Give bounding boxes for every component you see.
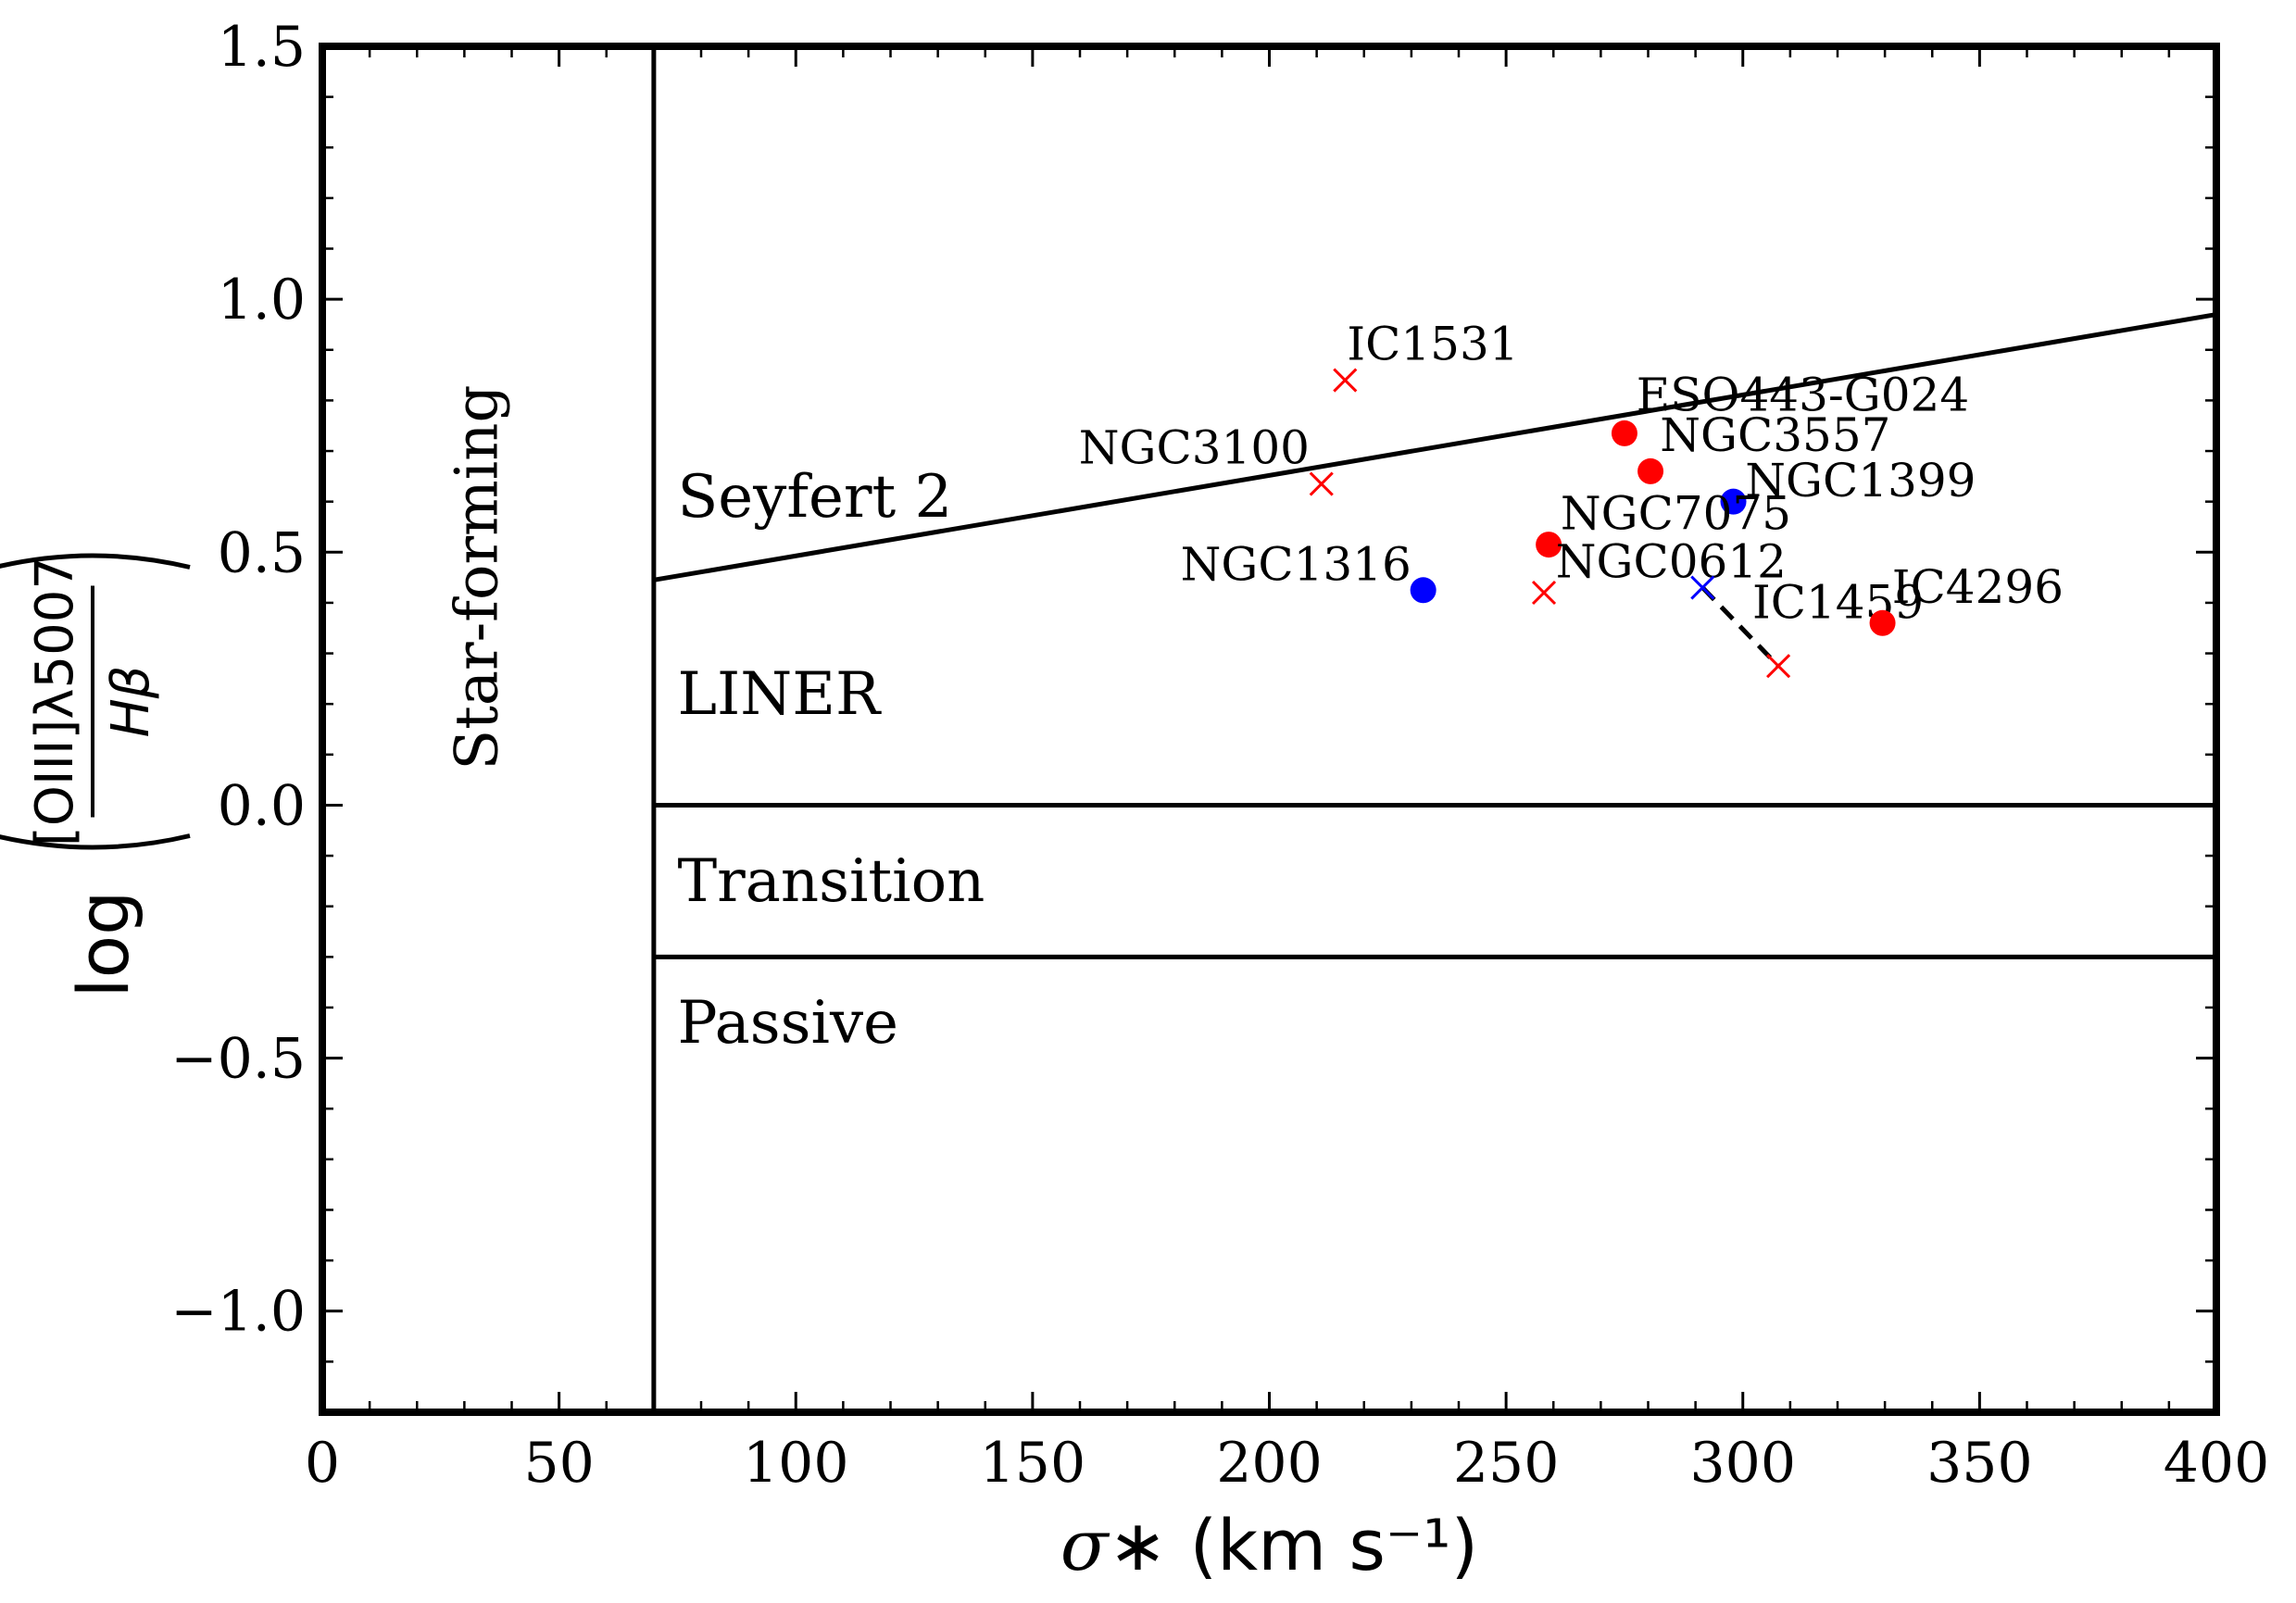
point-label: IC1531 (1347, 318, 1518, 371)
region-labels: Star-forming Seyfert 2 LINER Transition Pass… (444, 385, 985, 1058)
boundary-seyfert-liner (653, 312, 2217, 582)
tick-labels: 0 50 100 150 200 250 300 350 400 −1.0 −0.5 0.0 0.5 1.… (170, 15, 2269, 1496)
point-cross (1309, 471, 1334, 496)
x-tick-label: 50 (523, 1431, 594, 1496)
point-circle (1720, 488, 1747, 515)
x-axis-title: σ∗ (km s⁻¹) (1060, 1504, 1478, 1586)
y-tick-label: −1.0 (170, 1280, 306, 1345)
y-tick-label: −0.5 (170, 1027, 306, 1092)
y-axis-paren-left (0, 833, 191, 850)
point-cross (1766, 654, 1791, 679)
point-label: NGC1316 (1181, 537, 1411, 591)
point-label: NGC3557 (1660, 408, 1890, 462)
x-tick-label: 250 (1453, 1431, 1560, 1496)
point-label: NGC0612 (1556, 535, 1787, 589)
point-circle (1637, 457, 1664, 484)
y-axis-denominator: Hβ (101, 666, 161, 738)
x-tick-label: 0 (305, 1431, 340, 1496)
x-tick-label: 150 (980, 1431, 1086, 1496)
point-label: NGC1399 (1745, 454, 1976, 507)
boundary-lines (651, 46, 2217, 1412)
y-tick-label: 0.5 (218, 520, 306, 585)
y-tick-label: 1.0 (218, 268, 306, 332)
x-tick-label: 200 (1216, 1431, 1323, 1496)
ic1459-connector (1700, 585, 1780, 668)
data-points: IC1531NGC3100ESO443-G024NGC3557NGC1399NG… (1079, 318, 2064, 679)
point-circle (1611, 420, 1637, 446)
y-axis-log: log (62, 891, 144, 998)
point-label: NGC3100 (1079, 421, 1310, 475)
point-label: NGC7075 (1561, 487, 1791, 541)
point-cross (1690, 575, 1715, 600)
region-label: Seyfert 2 (677, 463, 952, 532)
y-axis-numerator: [OIII]λ5007 (25, 557, 85, 846)
point-circle (1869, 609, 1896, 636)
region-label: Transition (677, 847, 985, 916)
x-tick-label: 400 (2164, 1431, 2270, 1496)
y-tick-label: 0.0 (218, 773, 306, 838)
point-label: IC4296 (1892, 560, 2064, 614)
point-circle (1536, 532, 1562, 558)
x-tick-label: 300 (1689, 1431, 1796, 1496)
point-circle (1410, 577, 1437, 604)
region-label: Star-forming (444, 385, 512, 770)
y-tick-label: 1.5 (218, 15, 306, 80)
y-axis-paren-right (0, 553, 191, 570)
x-tick-label: 350 (1926, 1431, 2033, 1496)
ticks-layer (320, 44, 2218, 1414)
plot-frame (319, 43, 2220, 1416)
point-cross (1531, 580, 1557, 606)
point-cross (1333, 368, 1358, 393)
point-label: ESO443-G024 (1637, 368, 1969, 421)
y-axis-title: log [OIII]λ5007 Hβ (0, 553, 191, 998)
region-label: LINER (677, 660, 882, 729)
point-label: IC1459 (1752, 575, 1924, 629)
x-tick-label: 100 (743, 1431, 849, 1496)
region-label: Passive (677, 989, 898, 1058)
